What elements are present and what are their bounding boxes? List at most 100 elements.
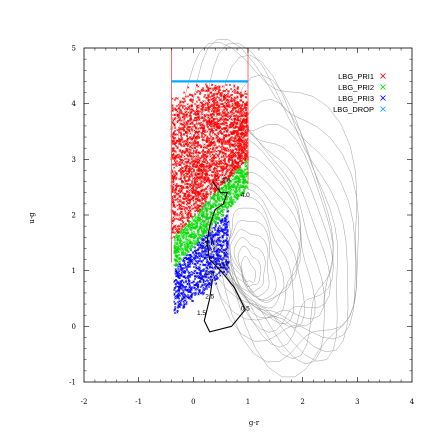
data-point [212,89,215,92]
data-point [189,273,192,276]
data-point [183,303,186,306]
data-point [196,216,199,219]
data-point [181,285,185,288]
data-point [189,244,192,248]
data-point [194,293,197,297]
data-point [213,266,216,269]
data-point [182,249,185,252]
data-point [206,160,209,163]
data-point [183,157,187,161]
data-point [216,277,219,280]
data-point [177,289,181,293]
data-point [210,237,213,240]
data-point [213,215,217,218]
data-point [195,252,198,255]
data-point [200,121,203,124]
data-point [173,251,177,255]
data-point [180,281,183,284]
data-point [203,220,206,223]
data-point [219,146,222,149]
y-tick-label: 4 [72,100,77,108]
data-point [218,260,221,263]
data-point [205,234,208,237]
data-point [226,229,229,232]
data-point [244,160,248,163]
data-point [215,240,218,244]
data-point [199,195,202,198]
contour-line [214,180,301,317]
data-point [187,291,190,294]
data-point [202,293,205,296]
data-point [179,264,182,267]
data-point [210,263,213,266]
track-label: 4.0 [241,192,250,199]
data-point [227,220,230,223]
data-point [202,269,205,272]
data-point [220,247,223,250]
data-point [218,257,221,260]
legend-label: LBG_PRI2 [338,83,374,92]
data-point [194,259,197,262]
data-point [216,244,219,247]
data-point [181,288,184,292]
y-tick-label: 3 [72,156,76,164]
data-point [225,231,228,234]
data-point [182,305,185,309]
data-point [235,133,238,136]
data-point [186,266,190,269]
data-point [198,255,201,258]
data-point [202,288,205,291]
data-point [213,276,216,280]
data-point [179,128,182,131]
data-point [191,258,194,261]
data-point [182,234,185,237]
data-point [197,293,200,296]
data-point [208,281,211,284]
data-point [210,239,213,242]
data-point [215,253,219,256]
track-label: 1.5 [197,310,206,317]
track-label: 1.0 [219,263,228,270]
data-point [206,279,210,283]
data-point [173,129,177,133]
data-point [208,133,211,136]
data-point [186,95,190,98]
data-point [180,235,183,238]
data-point [219,274,222,277]
data-point [225,88,228,91]
data-point [173,170,177,173]
data-point [183,173,186,176]
data-point [185,267,189,270]
data-point [223,251,226,254]
data-point [204,275,207,278]
data-point [199,286,202,289]
data-point [173,98,177,101]
data-point [185,199,188,203]
data-point [244,92,247,95]
data-point [222,162,225,165]
data-point [213,246,216,249]
data-point [222,249,225,252]
data-point [176,193,179,196]
data-point [197,213,200,216]
data-point [188,271,191,275]
data-point [208,285,211,289]
data-point [205,215,208,218]
track-label: 0.5 [241,306,250,313]
data-point [202,132,205,135]
scatter-layer [170,83,250,315]
data-point [197,260,200,263]
data-point [238,186,241,190]
data-point [218,251,221,254]
data-point [182,300,185,303]
data-point [227,103,230,106]
data-point [183,155,186,158]
data-point [182,237,185,240]
data-point [199,246,202,249]
data-point [209,155,212,158]
data-point [175,270,178,273]
data-point [185,157,188,160]
data-point [181,263,184,267]
data-point [184,299,187,302]
data-point [211,153,214,156]
